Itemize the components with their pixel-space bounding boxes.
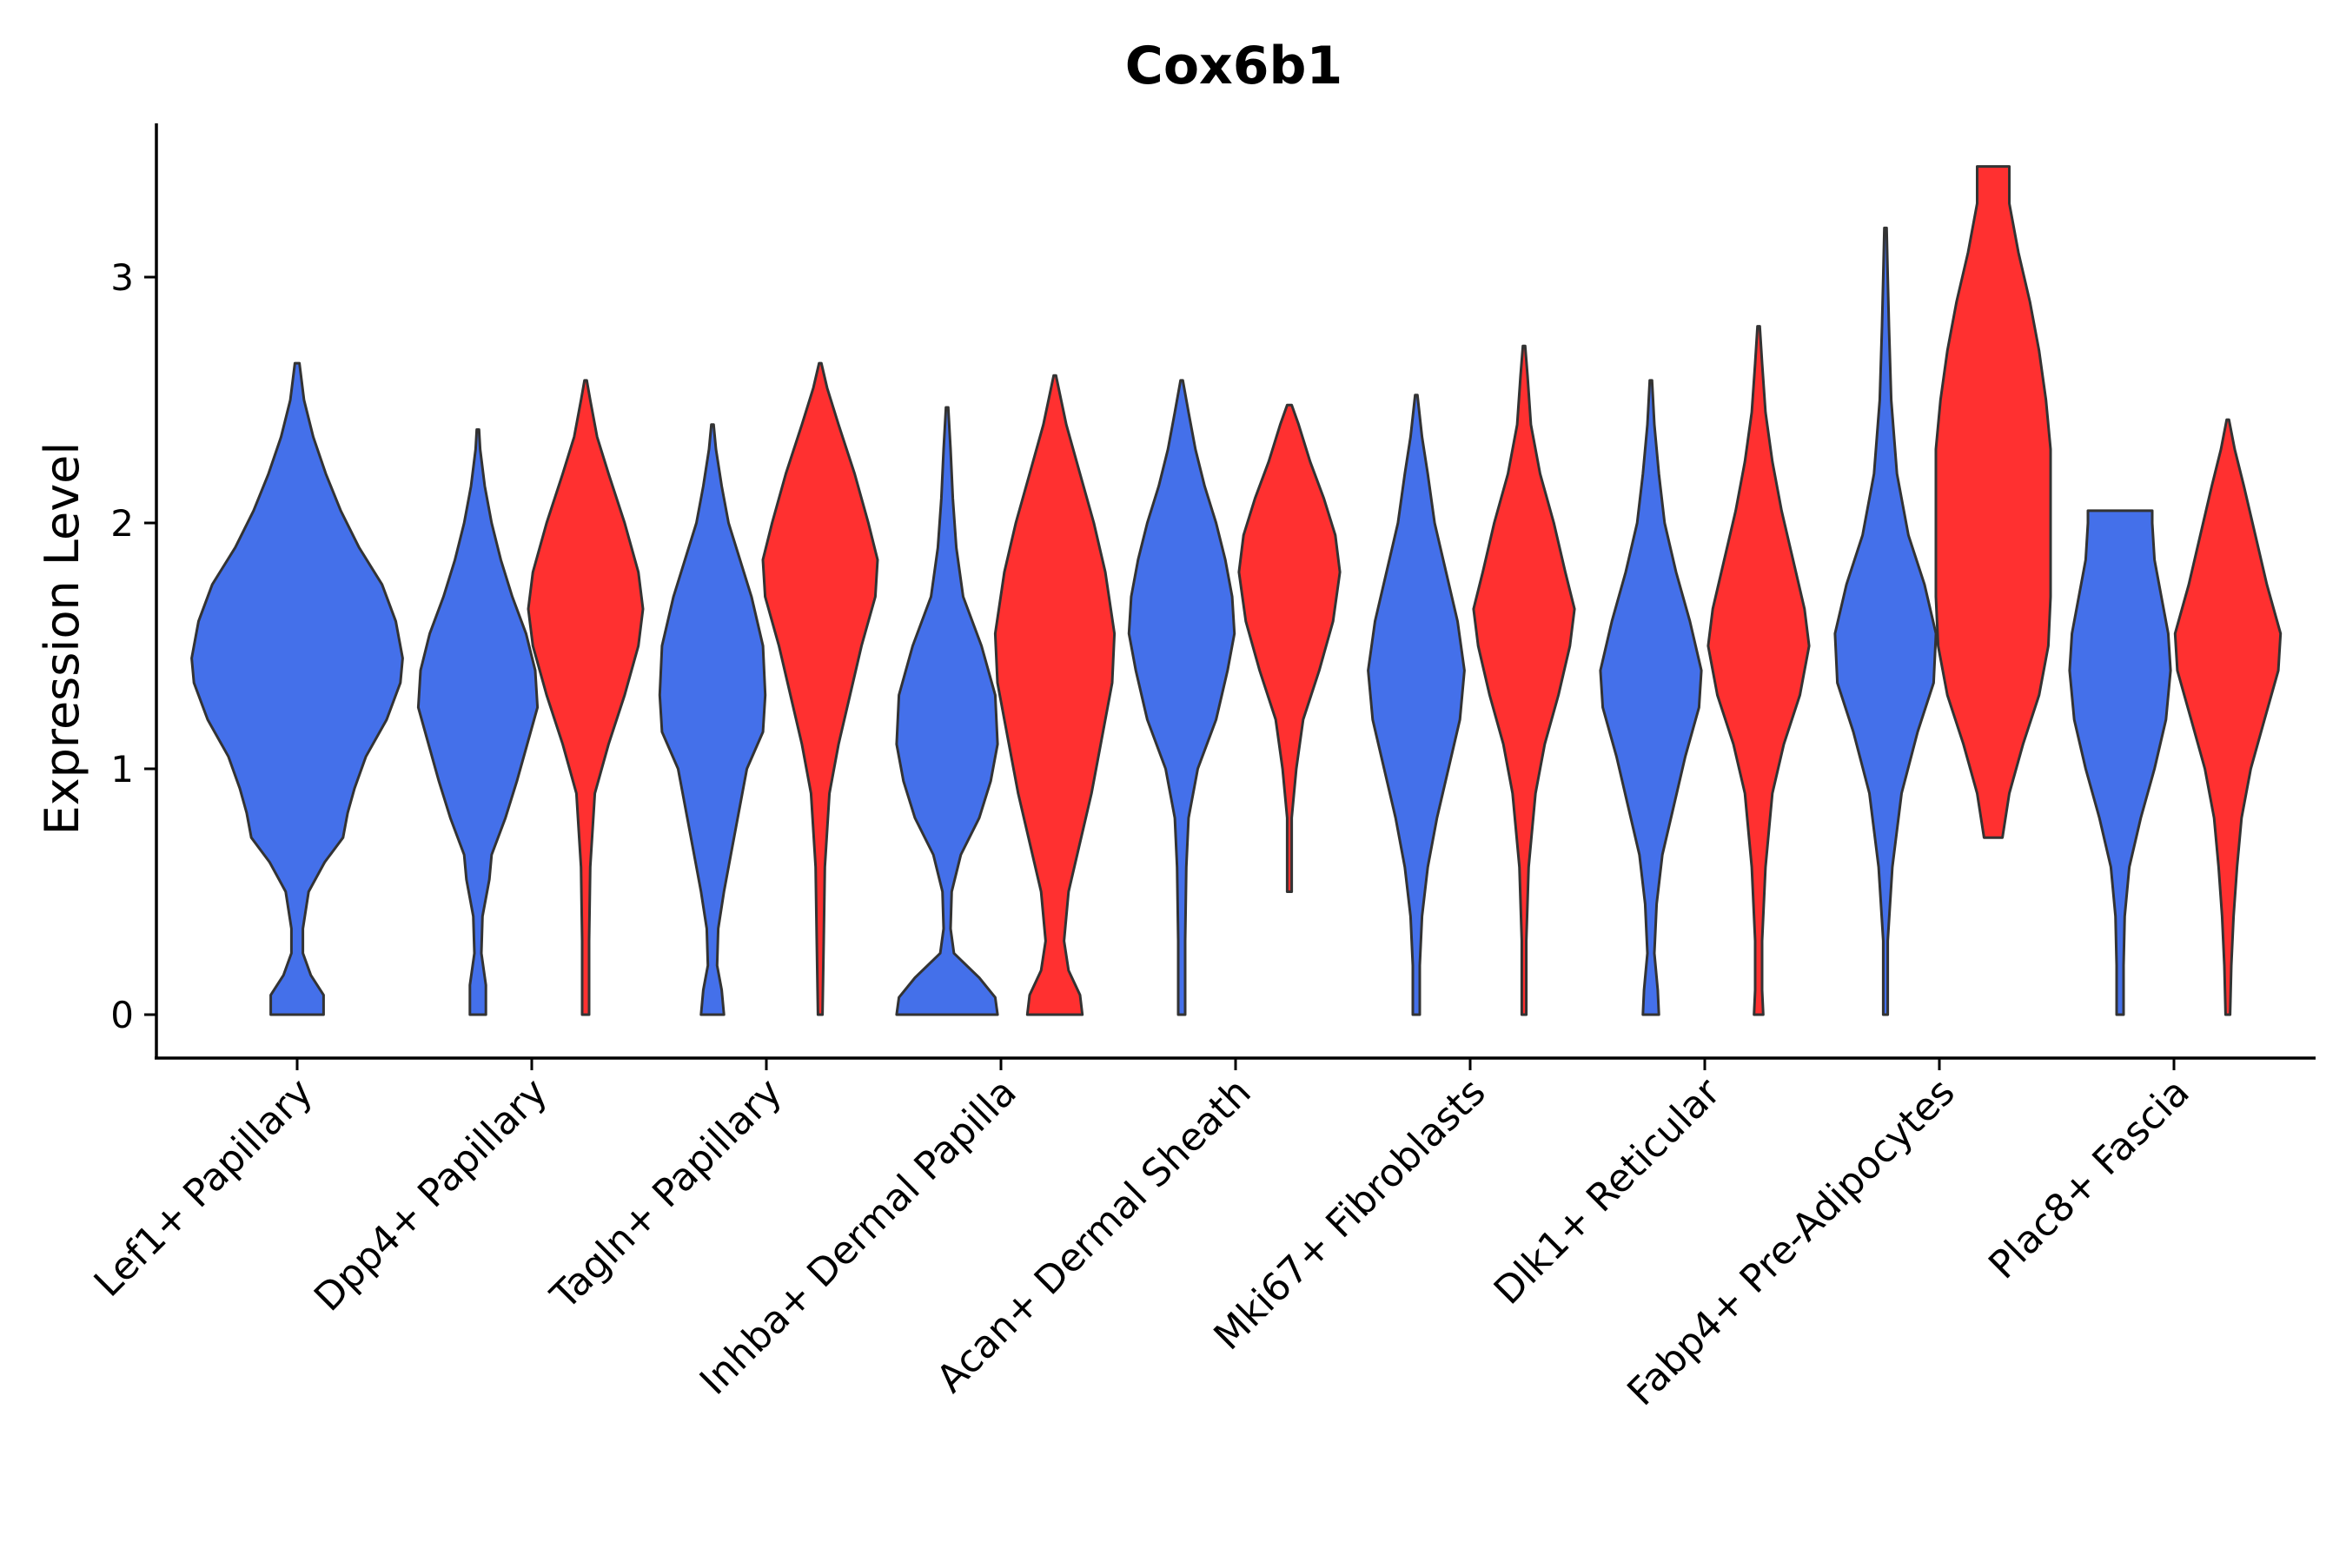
x-tick-label-5: Mki67+ Fibroblasts [1205,1070,1494,1359]
violin-group2-2 [761,361,879,1016]
x-tick-label-0: Lef1+ Papillary [86,1070,321,1306]
violin-group2-6 [1706,325,1811,1016]
violin-group1-8 [2068,509,2172,1016]
y-ticks: 0 1 2 3 [110,256,156,1036]
y-axis-label: Expression Level [35,442,89,836]
violin-group2-5 [1472,344,1576,1016]
violin-group1-2 [658,423,767,1016]
violin-group1-0 [190,361,404,1016]
violin-group1-7 [1833,226,1938,1016]
violin-group2-4 [1237,403,1342,893]
x-tick-label-8: Plac8+ Fascia [1980,1070,2198,1288]
violin-group1-6 [1599,379,1703,1016]
violin-group1-3 [895,406,999,1016]
violin-group2-8 [2173,418,2283,1016]
violin-group1-4 [1127,379,1236,1016]
chart-title: Cox6b1 [1125,36,1342,96]
violins-layer [190,165,2283,1016]
y-tick-label-0: 0 [110,994,134,1036]
violin-group2-7 [1934,165,2052,839]
violin-group2-3 [993,374,1117,1016]
x-tick-label-1: Dpp4+ Papillary [306,1070,556,1320]
x-tick-label-6: Dlk1+ Reticular [1486,1069,1730,1313]
violin-group1-1 [416,428,540,1016]
violin-group2-1 [527,379,645,1016]
x-tick-label-2: Tagln+ Papillary [542,1070,791,1319]
violin-group1-5 [1367,394,1466,1016]
y-tick-label-3: 3 [110,256,134,299]
y-tick-label-1: 1 [110,748,134,791]
y-tick-label-2: 2 [110,502,134,545]
